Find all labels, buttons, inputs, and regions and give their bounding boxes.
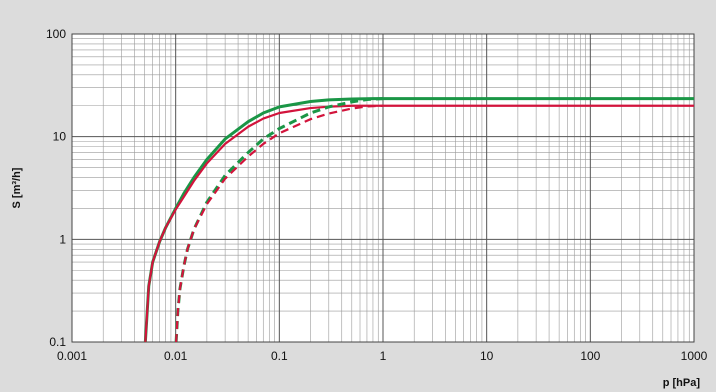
x-axis-title: p [hPa]: [663, 377, 701, 389]
series-line-solid-red: [144, 104, 694, 343]
x-tick-label: 100: [580, 349, 600, 363]
y-tick-label: 10: [53, 130, 67, 144]
series-layer: [143, 97, 694, 343]
x-tick-label: 0.001: [57, 349, 87, 363]
plot-frame: [71, 33, 695, 343]
y-tick-label: 0.1: [49, 335, 66, 349]
y-axis-title: S [m³/h]: [11, 167, 23, 208]
y-tick-label: 1: [59, 232, 66, 246]
series-line-dashed-green: [174, 97, 384, 343]
x-tick-label: 0.01: [164, 349, 188, 363]
tick-labels: 0.001 0.01 0.1 1 10 100 1000 0.1 1 10 100: [46, 27, 708, 363]
x-tick-label: 0.1: [271, 349, 288, 363]
major-grid: [71, 33, 695, 343]
x-tick-label: 10: [480, 349, 494, 363]
x-tick-label: 1: [380, 349, 387, 363]
x-tick-label: 1000: [681, 349, 708, 363]
y-tick-label: 100: [46, 27, 66, 41]
